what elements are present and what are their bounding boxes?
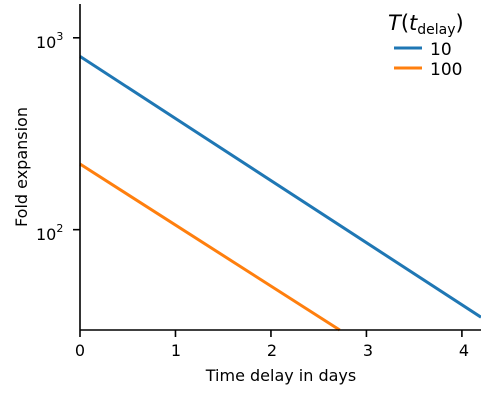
series-lines (79, 55, 481, 332)
y-ticks (73, 36, 80, 231)
y-tick-label-100: 102 (36, 222, 63, 244)
x-tick-label-4: 4 (459, 341, 469, 360)
x-tick-label-2: 2 (267, 341, 277, 360)
legend-label-10: 10 (430, 40, 452, 60)
x-tick-label-3: 3 (363, 341, 373, 360)
y-tick-label-1000: 103 (36, 30, 63, 52)
x-axis-label: Time delay in days (205, 366, 356, 385)
x-ticks (79, 330, 463, 337)
legend-title: T(tdelay) (388, 11, 464, 38)
y-axis-label: Fold expansion (12, 107, 31, 227)
legend: T(tdelay) 10 100 (388, 11, 464, 80)
legend-label-100: 100 (430, 60, 462, 80)
series-line-10 (79, 55, 481, 319)
x-tick-label-0: 0 (75, 341, 85, 360)
series-line-100 (79, 162, 341, 332)
x-tick-label-1: 1 (171, 341, 181, 360)
